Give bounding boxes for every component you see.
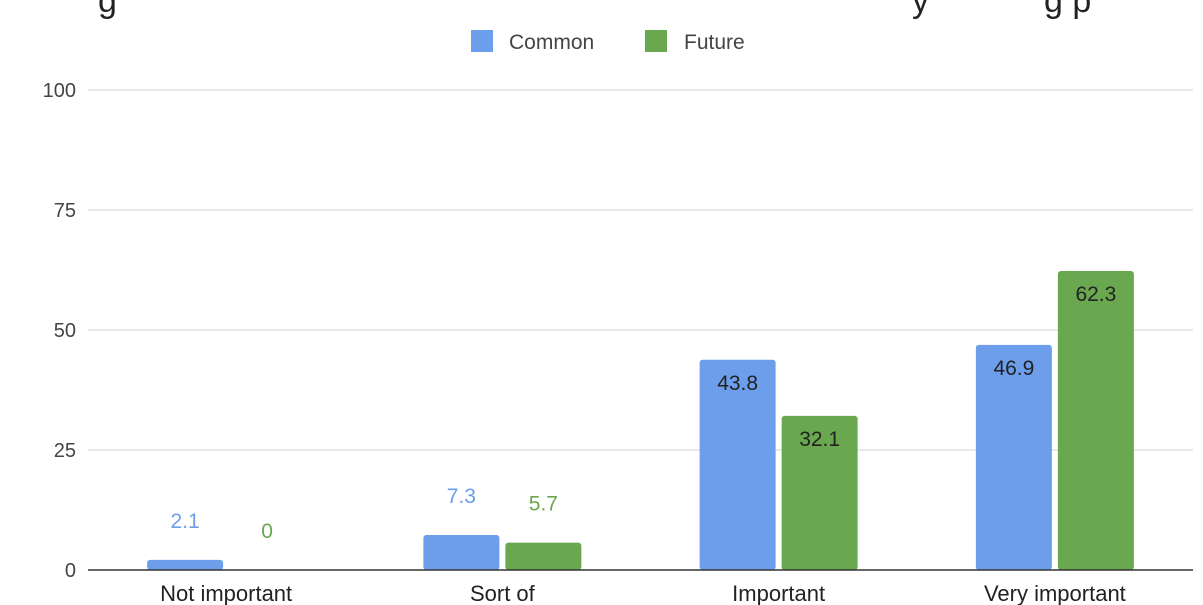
data-label-common-1: 7.3 bbox=[447, 485, 476, 508]
data-label-future-3: 62.3 bbox=[1075, 283, 1116, 306]
data-label-future-2: 32.1 bbox=[799, 428, 840, 451]
bar-common-3 bbox=[975, 344, 1052, 570]
data-label-common-2: 43.8 bbox=[717, 372, 758, 395]
bar-common-2 bbox=[699, 359, 776, 570]
bars: 2.1 0 7.3 5.7 43.8 32.1 46.9 62.3 bbox=[147, 270, 1134, 570]
bar-common-0 bbox=[147, 559, 224, 570]
legend-label-future: Future bbox=[684, 31, 745, 54]
legend-swatch-common bbox=[471, 30, 493, 52]
chart-title-fragment-end: g p bbox=[1044, 0, 1091, 20]
x-tick-label-1: Sort of bbox=[470, 581, 536, 605]
legend-label-common: Common bbox=[509, 31, 594, 54]
chart-title-fragment-right: y bbox=[912, 0, 929, 20]
x-tick-label-0: Not important bbox=[160, 581, 292, 605]
x-tick-label-2: Important bbox=[732, 581, 825, 605]
y-tick-label-0: 0 bbox=[65, 560, 76, 582]
data-label-common-3: 46.9 bbox=[993, 357, 1034, 380]
y-tick-label-50: 50 bbox=[54, 320, 76, 342]
bar-common-1 bbox=[423, 534, 500, 570]
y-tick-label-100: 100 bbox=[43, 80, 76, 102]
y-tick-label-25: 25 bbox=[54, 440, 76, 462]
y-tick-label-75: 75 bbox=[54, 200, 76, 222]
data-label-future-0: 0 bbox=[261, 520, 273, 543]
bar-future-3 bbox=[1057, 270, 1134, 570]
bar-future-1 bbox=[505, 542, 582, 570]
legend: Common Future bbox=[471, 30, 745, 54]
legend-swatch-future bbox=[645, 30, 667, 52]
y-axis-ticks: 0 25 50 75 100 bbox=[43, 80, 76, 582]
data-label-future-1: 5.7 bbox=[529, 493, 558, 516]
bar-future-2 bbox=[781, 415, 858, 570]
chart-title-fragment-left: g bbox=[98, 0, 117, 20]
x-tick-label-3: Very important bbox=[984, 581, 1126, 605]
x-axis-labels: Not important Sort of Important Very import… bbox=[160, 581, 1126, 605]
data-label-common-0: 2.1 bbox=[171, 510, 200, 533]
